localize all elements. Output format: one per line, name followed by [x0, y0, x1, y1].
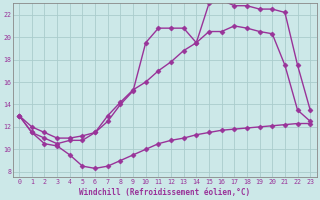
X-axis label: Windchill (Refroidissement éolien,°C): Windchill (Refroidissement éolien,°C)	[79, 188, 250, 197]
